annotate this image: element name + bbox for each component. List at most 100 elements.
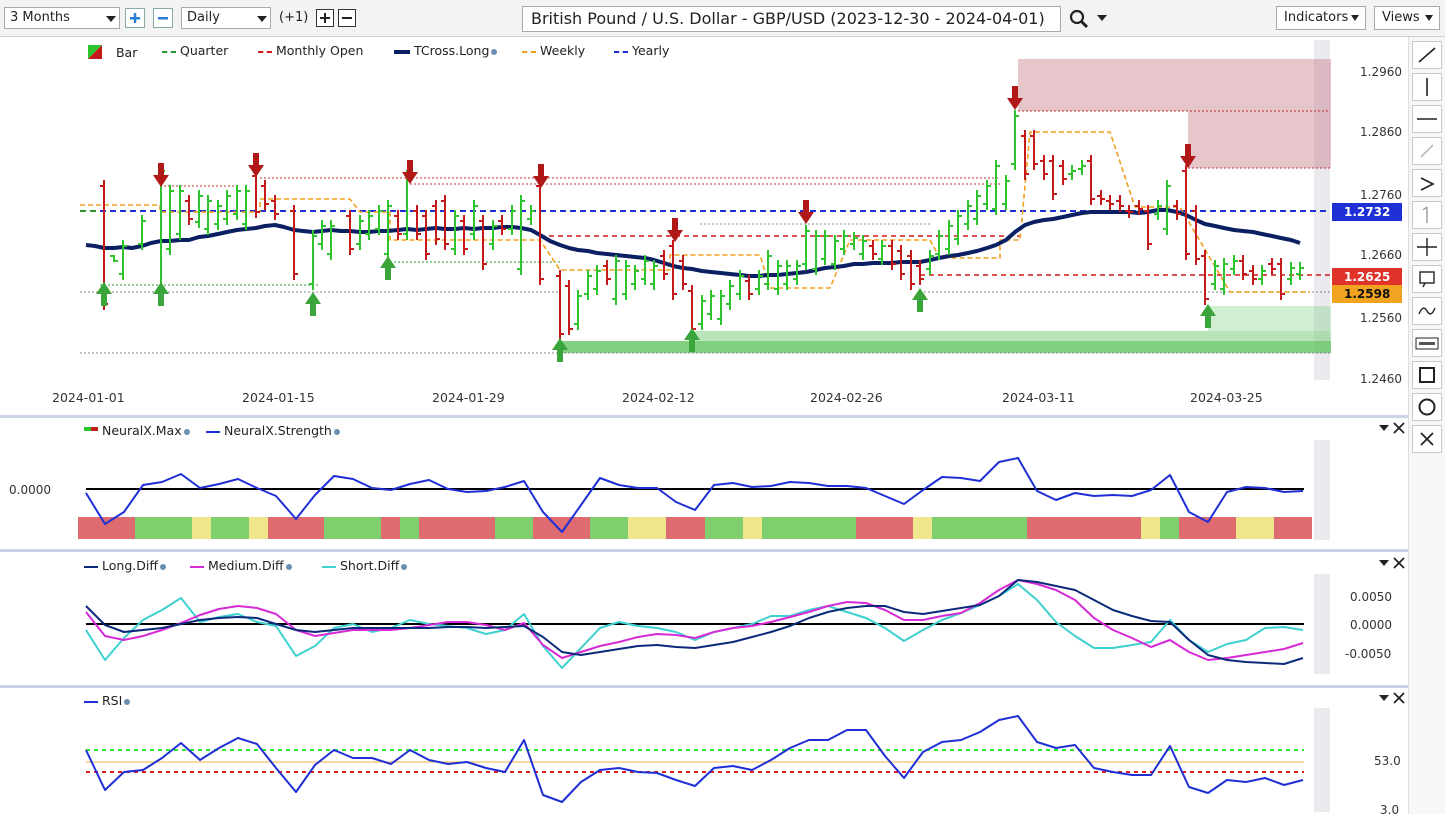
rectangle-tool-button[interactable] (1412, 361, 1442, 389)
legend-label: Long.Diff (102, 558, 158, 573)
y-tick-label: -0.0050 (1345, 647, 1392, 661)
x-tick-label: 2024-03-25 (1190, 390, 1263, 405)
delete-drawings-button[interactable] (1412, 425, 1442, 453)
legend-bar: Bar (88, 43, 137, 60)
text-tool-button[interactable] (1412, 329, 1442, 357)
zero-label: 0.0000 (9, 483, 51, 497)
medium-diff-line (85, 579, 1304, 661)
neural-max-block (590, 517, 628, 539)
pencil-tool-button[interactable] (1412, 137, 1442, 165)
y-tick-label: 1.2960 (1360, 65, 1402, 79)
chevron-down-icon[interactable] (1096, 14, 1108, 22)
neural-max-swatch-icon (84, 427, 98, 431)
legend-medium-diff: Medium.Diff (190, 558, 292, 573)
price-chart-canvas[interactable] (0, 0, 1408, 814)
bar-swatch-icon (88, 45, 102, 59)
settings-dot-icon[interactable] (401, 564, 408, 570)
range-select-value: 3 Months (10, 10, 70, 25)
zoom-in-button[interactable] (125, 8, 145, 28)
close-icon[interactable] (1392, 691, 1406, 705)
curve-tool-button[interactable] (1412, 297, 1442, 325)
y-tick-label: 1.2460 (1360, 372, 1402, 386)
legend-label: NeuralX.Strength (224, 423, 332, 438)
zoom-out-button[interactable] (153, 8, 173, 28)
legend-quarter: Quarter (162, 43, 228, 58)
tcross-long-line (85, 208, 1301, 278)
neural-max-block (1236, 517, 1274, 539)
y-tick-label: 53.0 (1374, 754, 1401, 768)
trendline-tool-button[interactable] (1412, 41, 1442, 69)
top-toolbar: 3 Months Daily (+1) British Pound / U.S.… (0, 0, 1445, 37)
close-icon (1420, 432, 1434, 446)
legend-swatch (522, 50, 536, 53)
settings-dot-icon[interactable] (159, 564, 166, 570)
symbol-title-field[interactable]: British Pound / U.S. Dollar - GBP/USD (2… (522, 6, 1061, 32)
legend-swatch (84, 565, 98, 568)
diagonal-line-icon (1418, 47, 1436, 63)
text-icon (1415, 337, 1439, 350)
neural-max-block (1274, 517, 1312, 539)
legend-label: TCross.Long (414, 43, 490, 58)
vertical-line-tool-button[interactable] (1412, 73, 1442, 101)
minus-icon (342, 17, 352, 19)
settings-dot-icon[interactable] (183, 429, 190, 435)
pane-splitter[interactable] (0, 685, 1408, 688)
settings-dot-icon[interactable] (124, 699, 131, 705)
offset-minus-button[interactable] (338, 9, 356, 27)
buy-arrow-icon (153, 282, 169, 306)
pane-splitter[interactable] (0, 415, 1408, 418)
close-icon[interactable] (1392, 421, 1406, 435)
note-tool-button[interactable] (1412, 265, 1442, 293)
views-button[interactable]: Views (1374, 6, 1440, 30)
rectangle-icon (1419, 367, 1435, 383)
legend-swatch (162, 50, 176, 53)
offset-plus-button[interactable] (316, 9, 334, 27)
arrow-tool-button[interactable] (1412, 169, 1442, 197)
sell-arrow-icon (402, 160, 418, 184)
x-tick-label: 2024-03-11 (1002, 390, 1075, 405)
legend-swatch (190, 565, 204, 568)
chevron-down-icon[interactable] (1378, 558, 1390, 568)
fib-icon (1422, 206, 1428, 223)
buy-arrow-icon (684, 328, 700, 352)
symbol-title: British Pound / U.S. Dollar - GBP/USD (2… (531, 9, 1045, 28)
legend-swatch (322, 565, 336, 568)
chevron-down-icon[interactable] (1378, 693, 1390, 703)
y-tick-label: 1.2560 (1360, 311, 1402, 325)
sell-arrow-icon (1007, 86, 1023, 110)
drawing-toolbar (1408, 37, 1445, 814)
search-icon[interactable] (1068, 8, 1092, 30)
indicators-button[interactable]: Indicators (1276, 6, 1366, 30)
legend-label: RSI (102, 693, 123, 708)
y-tick-label: 1.2860 (1360, 125, 1402, 139)
legend-neuralx-strength: NeuralX.Strength (206, 423, 340, 438)
settings-dot-icon[interactable] (285, 564, 292, 570)
crosshair-tool-button[interactable] (1412, 233, 1442, 261)
pane-splitter[interactable] (0, 549, 1408, 552)
buy-arrow-icon (1200, 304, 1216, 328)
sell-arrow-icon (248, 153, 264, 177)
neural-max-block (666, 517, 705, 539)
y-tick-label: 1.2660 (1360, 248, 1402, 262)
range-select[interactable]: 3 Months (4, 7, 120, 29)
legend-swatch (206, 430, 220, 433)
settings-dot-icon[interactable] (491, 49, 498, 55)
legend-label: Monthly Open (276, 43, 364, 58)
fib-tool-button[interactable] (1412, 201, 1442, 229)
crosshair-icon (1417, 238, 1437, 256)
short-diff-line (85, 583, 1304, 669)
y-tick-label: 0.0050 (1350, 590, 1392, 604)
legend-label: NeuralX.Max (101, 423, 182, 438)
ellipse-tool-button[interactable] (1412, 393, 1442, 421)
chevron-down-icon (257, 16, 267, 22)
legend-long-diff: Long.Diff (84, 558, 166, 573)
settings-dot-icon[interactable] (333, 429, 340, 435)
chevron-down-icon (106, 16, 116, 22)
horizontal-line-tool-button[interactable] (1412, 105, 1442, 133)
close-icon[interactable] (1392, 556, 1406, 570)
legend-monthly-open: Monthly Open (258, 43, 363, 58)
chevron-down-icon[interactable] (1378, 423, 1390, 433)
sell-arrow-icon (798, 200, 814, 224)
interval-select[interactable]: Daily (181, 7, 271, 29)
legend-rsi: RSI (84, 693, 131, 708)
